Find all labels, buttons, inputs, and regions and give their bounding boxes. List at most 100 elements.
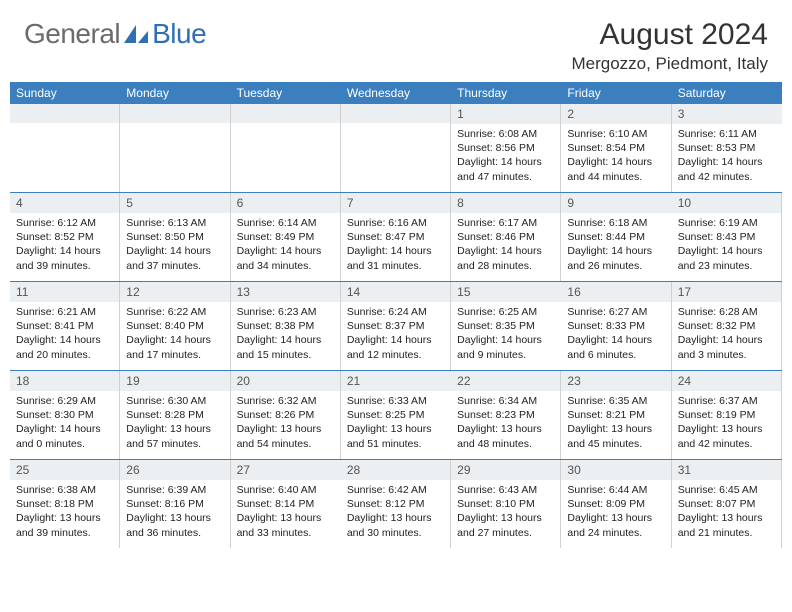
day-number: 3 bbox=[672, 104, 782, 124]
day-cell: 10Sunrise: 6:19 AMSunset: 8:43 PMDayligh… bbox=[672, 193, 782, 281]
day-cell: 23Sunrise: 6:35 AMSunset: 8:21 PMDayligh… bbox=[561, 371, 671, 459]
brand-part1: General bbox=[24, 18, 120, 50]
day-cell: 22Sunrise: 6:34 AMSunset: 8:23 PMDayligh… bbox=[451, 371, 561, 459]
day-cell: 4Sunrise: 6:12 AMSunset: 8:52 PMDaylight… bbox=[10, 193, 120, 281]
month-title: August 2024 bbox=[571, 18, 768, 52]
day-number: 14 bbox=[341, 282, 450, 302]
day-cell: 5Sunrise: 6:13 AMSunset: 8:50 PMDaylight… bbox=[120, 193, 230, 281]
day-number: 2 bbox=[561, 104, 670, 124]
day-data: Sunrise: 6:08 AMSunset: 8:56 PMDaylight:… bbox=[451, 124, 560, 187]
day-cell: 12Sunrise: 6:22 AMSunset: 8:40 PMDayligh… bbox=[120, 282, 230, 370]
day-number: 17 bbox=[672, 282, 781, 302]
day-number: 15 bbox=[451, 282, 561, 302]
day-number: 28 bbox=[341, 460, 450, 480]
day-cell: 2Sunrise: 6:10 AMSunset: 8:54 PMDaylight… bbox=[561, 104, 671, 192]
day-data: Sunrise: 6:14 AMSunset: 8:49 PMDaylight:… bbox=[231, 213, 340, 276]
day-cell: 7Sunrise: 6:16 AMSunset: 8:47 PMDaylight… bbox=[341, 193, 451, 281]
day-data: Sunrise: 6:28 AMSunset: 8:32 PMDaylight:… bbox=[672, 302, 781, 365]
weekday-header: Wednesday bbox=[341, 82, 451, 104]
day-number: 29 bbox=[451, 460, 560, 480]
day-number: 10 bbox=[672, 193, 781, 213]
day-data: Sunrise: 6:37 AMSunset: 8:19 PMDaylight:… bbox=[672, 391, 781, 454]
day-cell: 31Sunrise: 6:45 AMSunset: 8:07 PMDayligh… bbox=[672, 460, 782, 548]
day-number: 7 bbox=[341, 193, 450, 213]
day-data: Sunrise: 6:32 AMSunset: 8:26 PMDaylight:… bbox=[231, 391, 340, 454]
brand-part2: Blue bbox=[152, 18, 206, 50]
day-cell: 18Sunrise: 6:29 AMSunset: 8:30 PMDayligh… bbox=[10, 371, 120, 459]
day-data: Sunrise: 6:17 AMSunset: 8:46 PMDaylight:… bbox=[451, 213, 560, 276]
day-cell: 1Sunrise: 6:08 AMSunset: 8:56 PMDaylight… bbox=[451, 104, 561, 192]
weekday-header-row: SundayMondayTuesdayWednesdayThursdayFrid… bbox=[10, 82, 782, 104]
weekday-header: Saturday bbox=[672, 82, 782, 104]
day-cell: 15Sunrise: 6:25 AMSunset: 8:35 PMDayligh… bbox=[451, 282, 561, 370]
day-number: 21 bbox=[341, 371, 451, 391]
day-number: 16 bbox=[561, 282, 670, 302]
empty-cell bbox=[341, 104, 451, 192]
day-number: 13 bbox=[231, 282, 340, 302]
day-data: Sunrise: 6:13 AMSunset: 8:50 PMDaylight:… bbox=[120, 213, 229, 276]
weekday-header: Thursday bbox=[451, 82, 561, 104]
day-data: Sunrise: 6:18 AMSunset: 8:44 PMDaylight:… bbox=[561, 213, 671, 276]
day-data: Sunrise: 6:11 AMSunset: 8:53 PMDaylight:… bbox=[672, 124, 782, 187]
empty-cell bbox=[120, 104, 230, 192]
day-cell: 28Sunrise: 6:42 AMSunset: 8:12 PMDayligh… bbox=[341, 460, 451, 548]
empty-cell bbox=[231, 104, 341, 192]
day-number: 23 bbox=[561, 371, 670, 391]
day-data: Sunrise: 6:39 AMSunset: 8:16 PMDaylight:… bbox=[120, 480, 229, 543]
day-data: Sunrise: 6:25 AMSunset: 8:35 PMDaylight:… bbox=[451, 302, 561, 365]
day-cell: 29Sunrise: 6:43 AMSunset: 8:10 PMDayligh… bbox=[451, 460, 561, 548]
day-number: 6 bbox=[231, 193, 340, 213]
day-number: 8 bbox=[451, 193, 560, 213]
day-data: Sunrise: 6:23 AMSunset: 8:38 PMDaylight:… bbox=[231, 302, 340, 365]
day-cell: 21Sunrise: 6:33 AMSunset: 8:25 PMDayligh… bbox=[341, 371, 451, 459]
day-number: 18 bbox=[10, 371, 119, 391]
day-cell: 6Sunrise: 6:14 AMSunset: 8:49 PMDaylight… bbox=[231, 193, 341, 281]
day-data: Sunrise: 6:12 AMSunset: 8:52 PMDaylight:… bbox=[10, 213, 119, 276]
day-data: Sunrise: 6:43 AMSunset: 8:10 PMDaylight:… bbox=[451, 480, 560, 543]
day-data: Sunrise: 6:27 AMSunset: 8:33 PMDaylight:… bbox=[561, 302, 670, 365]
day-number: 1 bbox=[451, 104, 560, 124]
brand-logo: General Blue bbox=[24, 18, 206, 50]
calendar-grid: 1Sunrise: 6:08 AMSunset: 8:56 PMDaylight… bbox=[10, 104, 782, 548]
day-cell: 3Sunrise: 6:11 AMSunset: 8:53 PMDaylight… bbox=[672, 104, 782, 192]
day-number: 27 bbox=[231, 460, 341, 480]
day-number: 24 bbox=[672, 371, 781, 391]
day-cell: 26Sunrise: 6:39 AMSunset: 8:16 PMDayligh… bbox=[120, 460, 230, 548]
day-number: 26 bbox=[120, 460, 229, 480]
day-number: 9 bbox=[561, 193, 671, 213]
day-cell: 14Sunrise: 6:24 AMSunset: 8:37 PMDayligh… bbox=[341, 282, 451, 370]
day-data: Sunrise: 6:10 AMSunset: 8:54 PMDaylight:… bbox=[561, 124, 670, 187]
day-data: Sunrise: 6:34 AMSunset: 8:23 PMDaylight:… bbox=[451, 391, 560, 454]
day-data: Sunrise: 6:42 AMSunset: 8:12 PMDaylight:… bbox=[341, 480, 450, 543]
day-number: 22 bbox=[451, 371, 560, 391]
day-number: 12 bbox=[120, 282, 229, 302]
day-number: 25 bbox=[10, 460, 119, 480]
location: Mergozzo, Piedmont, Italy bbox=[571, 54, 768, 74]
weekday-header: Friday bbox=[561, 82, 671, 104]
day-cell: 8Sunrise: 6:17 AMSunset: 8:46 PMDaylight… bbox=[451, 193, 561, 281]
calendar: SundayMondayTuesdayWednesdayThursdayFrid… bbox=[0, 78, 792, 548]
day-cell: 30Sunrise: 6:44 AMSunset: 8:09 PMDayligh… bbox=[561, 460, 671, 548]
day-cell: 11Sunrise: 6:21 AMSunset: 8:41 PMDayligh… bbox=[10, 282, 120, 370]
day-data: Sunrise: 6:33 AMSunset: 8:25 PMDaylight:… bbox=[341, 391, 451, 454]
day-data: Sunrise: 6:44 AMSunset: 8:09 PMDaylight:… bbox=[561, 480, 670, 543]
day-data: Sunrise: 6:24 AMSunset: 8:37 PMDaylight:… bbox=[341, 302, 450, 365]
day-number: 19 bbox=[120, 371, 229, 391]
day-number: 31 bbox=[672, 460, 781, 480]
day-number: 30 bbox=[561, 460, 670, 480]
day-number: 20 bbox=[231, 371, 340, 391]
day-data: Sunrise: 6:22 AMSunset: 8:40 PMDaylight:… bbox=[120, 302, 229, 365]
weekday-header: Tuesday bbox=[231, 82, 341, 104]
day-data: Sunrise: 6:29 AMSunset: 8:30 PMDaylight:… bbox=[10, 391, 119, 454]
day-number: 11 bbox=[10, 282, 119, 302]
day-data: Sunrise: 6:35 AMSunset: 8:21 PMDaylight:… bbox=[561, 391, 670, 454]
day-data: Sunrise: 6:45 AMSunset: 8:07 PMDaylight:… bbox=[672, 480, 781, 543]
day-cell: 16Sunrise: 6:27 AMSunset: 8:33 PMDayligh… bbox=[561, 282, 671, 370]
day-data: Sunrise: 6:38 AMSunset: 8:18 PMDaylight:… bbox=[10, 480, 119, 543]
day-cell: 19Sunrise: 6:30 AMSunset: 8:28 PMDayligh… bbox=[120, 371, 230, 459]
day-cell: 25Sunrise: 6:38 AMSunset: 8:18 PMDayligh… bbox=[10, 460, 120, 548]
empty-cell bbox=[10, 104, 120, 192]
day-data: Sunrise: 6:40 AMSunset: 8:14 PMDaylight:… bbox=[231, 480, 341, 543]
weekday-header: Sunday bbox=[10, 82, 120, 104]
day-data: Sunrise: 6:19 AMSunset: 8:43 PMDaylight:… bbox=[672, 213, 781, 276]
